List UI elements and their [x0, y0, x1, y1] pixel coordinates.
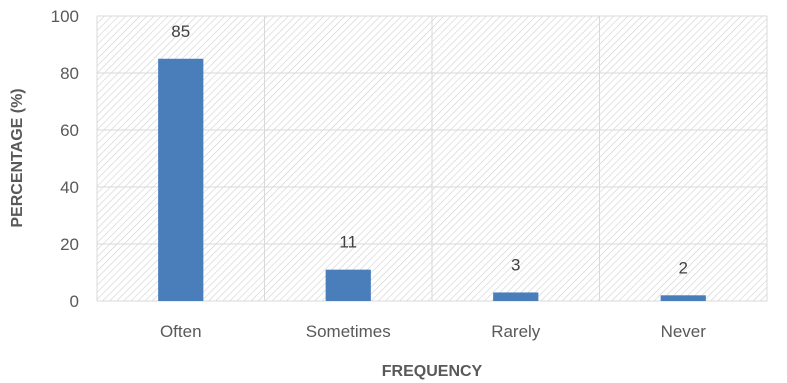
- y-tick-label: 80: [60, 64, 79, 83]
- y-tick-label: 60: [60, 121, 79, 140]
- y-axis-title: PERCENTAGE (%): [9, 88, 26, 227]
- x-tick-label: Rarely: [491, 322, 541, 341]
- data-label: 85: [171, 22, 190, 41]
- bar-never: [660, 295, 706, 301]
- y-tick-label: 20: [60, 235, 79, 254]
- x-tick-label: Often: [160, 322, 202, 341]
- y-tick-label: 100: [51, 7, 79, 26]
- y-tick-label: 40: [60, 178, 79, 197]
- bar-often: [158, 58, 204, 301]
- x-tick-label: Sometimes: [306, 322, 391, 341]
- data-label: 11: [339, 233, 357, 252]
- bar-sometimes: [325, 269, 371, 301]
- data-label: 3: [511, 255, 520, 274]
- bar-rarely: [493, 292, 539, 301]
- x-tick-label: Never: [661, 322, 707, 341]
- data-label: 2: [679, 258, 688, 277]
- x-axis-title: FREQUENCY: [382, 363, 483, 380]
- y-tick-label: 0: [70, 292, 79, 311]
